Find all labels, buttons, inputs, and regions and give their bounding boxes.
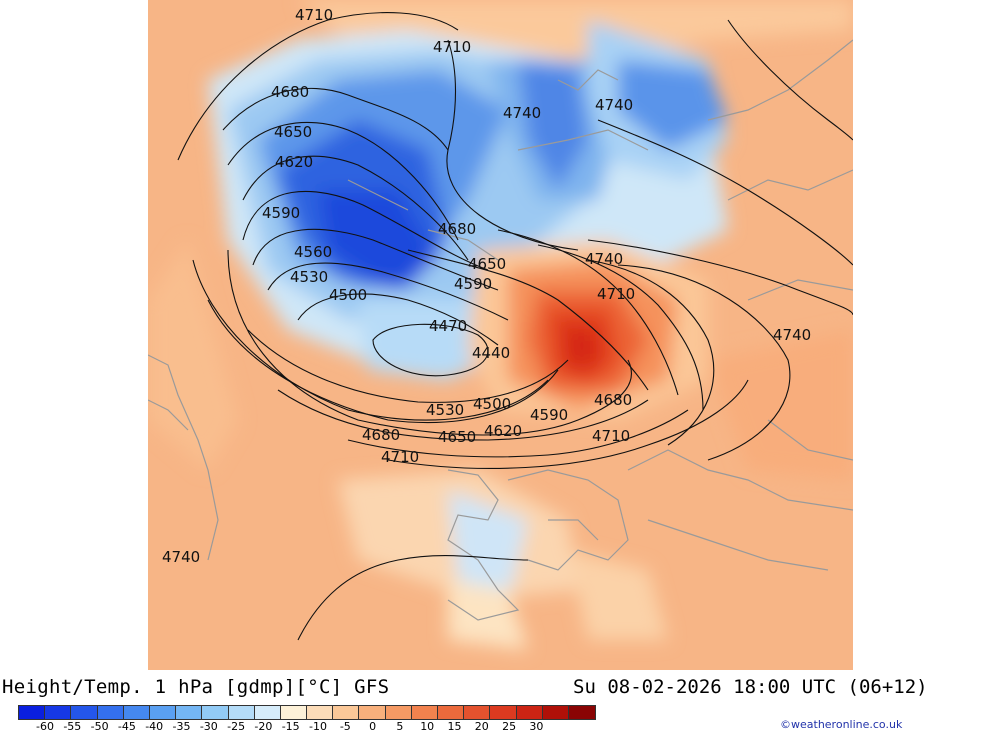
contour-label: 4590 bbox=[262, 204, 300, 222]
contour-label: 4650 bbox=[274, 123, 312, 141]
colorbar-swatch bbox=[254, 706, 281, 719]
colorbar-swatch bbox=[176, 706, 203, 719]
colorbar-tick-label: 25 bbox=[502, 720, 517, 733]
colorbar-tick-label: -30 bbox=[199, 720, 218, 733]
contour-label: 4650 bbox=[468, 255, 506, 273]
weather-map: 4710 4710 4680 4740 4740 4650 4620 4590 4680 4560… bbox=[148, 0, 853, 670]
map-datetime: Su 08-02-2026 18:00 UTC (06+12) bbox=[573, 676, 928, 698]
colorbar-tick-label: -50 bbox=[90, 720, 109, 733]
colorbar-swatch bbox=[333, 706, 360, 719]
colorbar-tick-label: -20 bbox=[254, 720, 273, 733]
contour-label: 4740 bbox=[585, 250, 623, 268]
contour-label: 4590 bbox=[454, 275, 492, 293]
colorbar-tick-label: -60 bbox=[36, 720, 54, 733]
colorbar-tick-label: -40 bbox=[145, 720, 164, 733]
contour-label: 4740 bbox=[503, 104, 541, 122]
colorbar-tick-label: -35 bbox=[172, 720, 191, 733]
colorbar-tick-label: -10 bbox=[309, 720, 327, 733]
colorbar-tick-label: -55 bbox=[63, 720, 82, 733]
colorbar-tick-labels: -60 -55 -50 -45 -40 -35 -30 -25 -20 -15 -10 -5 0 5 10 1… bbox=[0, 720, 600, 734]
contour-label: 4740 bbox=[773, 326, 811, 344]
colorbar-tick-label: 30 bbox=[529, 720, 544, 733]
colorbar-tick-label: -45 bbox=[117, 720, 136, 733]
contour-label: 4680 bbox=[594, 391, 632, 409]
colorbar-swatch bbox=[123, 706, 150, 719]
contour-label: 4620 bbox=[275, 153, 313, 171]
colorbar-swatch bbox=[464, 706, 491, 719]
colorbar-swatch bbox=[149, 706, 177, 719]
credit-link[interactable]: ©weatheronline.co.uk bbox=[780, 718, 903, 731]
contour-label: 4710 bbox=[597, 285, 635, 303]
contour-label: 4440 bbox=[472, 344, 510, 362]
contour-label: 4710 bbox=[381, 448, 419, 466]
colorbar-swatch bbox=[359, 706, 386, 719]
colorbar-swatch bbox=[568, 706, 596, 719]
colorbar-swatch bbox=[542, 706, 569, 719]
height-contours bbox=[177, 12, 853, 641]
contour-label: 4560 bbox=[294, 243, 332, 261]
colorbar-swatch bbox=[71, 706, 98, 719]
contour-label: 4590 bbox=[530, 406, 568, 424]
colorbar-tick-label: 15 bbox=[447, 720, 462, 733]
colorbar-swatch bbox=[307, 706, 334, 719]
colorbar-swatch bbox=[202, 706, 229, 719]
contour-label: 4620 bbox=[484, 422, 522, 440]
colorbar-swatch bbox=[97, 706, 124, 719]
colorbar-tick-label: -25 bbox=[227, 720, 246, 733]
colorbar-tick-label: -5 bbox=[339, 720, 351, 733]
contour-label: 4650 bbox=[438, 428, 476, 446]
colorbar-tick-label: -15 bbox=[281, 720, 300, 733]
contour-labels: 4710 4710 4680 4740 4740 4650 4620 4590 4680 4560… bbox=[162, 6, 811, 566]
contour-label: 4680 bbox=[438, 220, 476, 238]
colorbar-swatch bbox=[438, 706, 465, 719]
contour-label: 4740 bbox=[595, 96, 633, 114]
colorbar-swatch bbox=[411, 706, 438, 719]
colorbar-tick-label: 5 bbox=[396, 720, 404, 733]
contour-label: 4740 bbox=[162, 548, 200, 566]
colorbar-swatch bbox=[385, 706, 412, 719]
contour-label: 4470 bbox=[429, 317, 467, 335]
colorbar-tick-label: 20 bbox=[474, 720, 489, 733]
colorbar-tick-label: 10 bbox=[420, 720, 435, 733]
colorbar-swatch bbox=[45, 706, 72, 719]
contour-label: 4530 bbox=[426, 401, 464, 419]
contour-label: 4710 bbox=[433, 38, 471, 56]
contour-label: 4500 bbox=[329, 286, 367, 304]
colorbar-swatch bbox=[280, 706, 308, 719]
temperature-colorbar bbox=[18, 705, 597, 720]
colorbar-swatch bbox=[19, 706, 46, 719]
coastlines bbox=[148, 39, 853, 621]
colorbar-swatch bbox=[490, 706, 517, 719]
colorbar-swatch bbox=[516, 706, 543, 719]
temperature-field: 4710 4710 4680 4740 4740 4650 4620 4590 4680 4560… bbox=[148, 0, 853, 670]
contour-label: 4500 bbox=[473, 395, 511, 413]
contour-label: 4680 bbox=[362, 426, 400, 444]
colorbar-tick-label: 0 bbox=[369, 720, 377, 733]
contour-label: 4710 bbox=[592, 427, 630, 445]
colorbar-swatch bbox=[228, 706, 255, 719]
map-title: Height/Temp. 1 hPa [gdmp][°C] GFS bbox=[2, 676, 390, 698]
contour-label: 4710 bbox=[295, 6, 333, 24]
contour-label: 4680 bbox=[271, 83, 309, 101]
contour-label: 4530 bbox=[290, 268, 328, 286]
